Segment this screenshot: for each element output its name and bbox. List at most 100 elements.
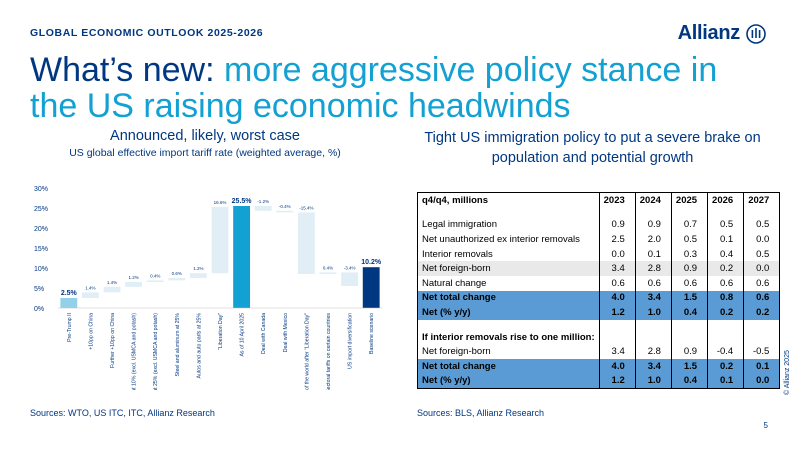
table-title: Tight US immigration policy to put a sev…: [424, 130, 761, 166]
table-row: Net total change 4.0 3.4 1.5 0.8 0.6: [417, 290, 781, 306]
table-cell: 0.1: [743, 358, 781, 374]
table-cell: -0.5: [743, 344, 781, 359]
table-cell: 0.7: [670, 217, 709, 233]
table-cell: 0.5: [707, 217, 745, 233]
page-title-lead: What’s new:: [30, 51, 225, 89]
table-row-label: Natural change: [417, 275, 600, 291]
table-cell: 0.3: [670, 246, 709, 262]
table-row: Natural change 0.6 0.6 0.6 0.6 0.6: [417, 275, 781, 291]
table-cell: 4.0: [598, 290, 636, 306]
y-tick-label: 20%: [34, 226, 48, 233]
waterfall-bar: [341, 272, 359, 286]
waterfall-bar: [254, 206, 272, 211]
waterfall-bar: [103, 286, 121, 293]
data-label: 16.6%: [214, 200, 227, 205]
table-row-label: Net foreign-born: [417, 261, 600, 276]
table-cell: 0.2: [743, 305, 781, 320]
table-cell: 0.4: [670, 373, 709, 390]
chart-source: Sources: WTO, US ITC, ITC, Allianz Resea…: [30, 408, 215, 418]
table-section-row: If interior removals rise to one million…: [417, 329, 781, 345]
waterfall-bar: [362, 267, 380, 308]
table-cell: 0.9: [598, 217, 636, 233]
table-cell: 0.0: [598, 246, 636, 262]
y-tick-label: 30%: [34, 186, 48, 193]
waterfall-bar: [168, 278, 186, 281]
table-header-year: 2025: [670, 191, 709, 208]
category-label: Further +10pp on China: [110, 313, 116, 368]
category-label: Steel and aluminum at 25%: [175, 313, 181, 377]
table-cell: 0.6: [743, 275, 781, 291]
category-label: As of 10 April 2025: [240, 313, 246, 357]
table-section-title: If interior removals rise to one million…: [417, 329, 600, 345]
category-label: Autos and auto parts at 25%: [196, 313, 202, 379]
table-cell: 1.0: [634, 373, 672, 390]
data-label: 2.5%: [61, 290, 78, 297]
table-header-year: 2024: [634, 191, 672, 208]
table-cell: 1.2: [598, 305, 636, 320]
table-cell: 2.8: [634, 344, 672, 359]
table-row-label: Net (% y/y): [417, 373, 600, 390]
waterfall-bar: [189, 273, 207, 278]
waterfall-bar: [297, 212, 315, 274]
data-label: 1.2%: [128, 275, 138, 280]
data-label: -0.4%: [279, 204, 291, 209]
waterfall-bar: [146, 280, 164, 282]
table-source: Sources: BLS, Allianz Research: [417, 408, 545, 418]
y-tick-label: 0%: [34, 306, 44, 313]
table-cell: 0.1: [707, 232, 745, 247]
table-row-label: Net total change: [417, 290, 600, 306]
table-spacer: [417, 207, 781, 218]
table-cell: 0.6: [598, 275, 636, 291]
table-cell: 1.0: [634, 305, 672, 320]
table-cell: 3.4: [634, 358, 672, 374]
data-label: 0.4%: [150, 273, 160, 278]
table-cell: 3.4: [598, 344, 636, 359]
data-label: 1.4%: [85, 285, 95, 290]
table-cell: 0.0: [743, 232, 781, 247]
table-cell: 0.5: [743, 246, 781, 262]
waterfall-bar: [81, 292, 99, 298]
table-cell: 0.9: [634, 217, 672, 233]
waterfall-bar: [211, 206, 229, 274]
table-cell: 0.5: [670, 232, 709, 247]
table-cell: 0.9: [670, 261, 709, 276]
waterfall-bar: [233, 206, 251, 308]
category-label: Sectoral tariffs on certain countries: [326, 313, 332, 390]
table-cell: 0.4: [707, 246, 745, 262]
copyright: © Allianz 2025: [784, 350, 791, 395]
table-cell: 0.0: [743, 373, 781, 390]
data-label: -3.4%: [344, 265, 356, 270]
table-cell: 1.5: [670, 358, 709, 374]
table-cell: 1.5: [670, 290, 709, 306]
category-label: Deals with rest of the world after “Libe…: [304, 313, 310, 390]
table-cell: 0.2: [707, 358, 745, 374]
page-number: 5: [763, 421, 768, 430]
report-kicker: GLOBAL ECONOMIC OUTLOOK 2025-2026: [30, 27, 264, 39]
table-row: Net total change 4.0 3.4 1.5 0.2 0.1: [417, 358, 781, 374]
y-tick-label: 5%: [34, 286, 44, 293]
table-row: Net foreign-born 3.4 2.8 0.9 -0.4 -0.5: [417, 344, 781, 359]
table-cell: 0.8: [707, 290, 745, 306]
table-cell: 1.2: [598, 373, 636, 390]
chart-title: Announced, likely, worst case: [110, 128, 300, 144]
table-header-year: 2027: [743, 191, 781, 208]
table-cell: 0.6: [634, 275, 672, 291]
table-row-label: Legal immigration: [417, 217, 600, 233]
table-cell: 0.6: [670, 275, 709, 291]
table-row-label: Net (% y/y): [417, 305, 600, 320]
table-row: Net unauthorized ex interior removals 2.5…: [417, 232, 781, 247]
data-label: -1.2%: [257, 199, 269, 204]
data-label: 1.4%: [107, 280, 117, 285]
data-label: 10.2%: [361, 259, 382, 266]
waterfall-bar: [319, 272, 337, 274]
table-row-label: Interior removals: [417, 246, 600, 262]
waterfall-bar: [276, 210, 294, 213]
category-label: +10pp on China: [88, 313, 94, 350]
table-row: Interior removals 0.0 0.1 0.3 0.4 0.5: [417, 246, 781, 262]
page-title-highlight: more aggressive policy stance in the US …: [30, 51, 718, 125]
table-cell: 0.6: [707, 275, 745, 291]
table-spacer: [417, 319, 781, 330]
data-label: 25.5%: [232, 198, 253, 205]
table-header-year: 2023: [598, 191, 636, 208]
table-header-row: q4/q4, millions 2023 2024 2025 2026 2027: [417, 191, 781, 208]
